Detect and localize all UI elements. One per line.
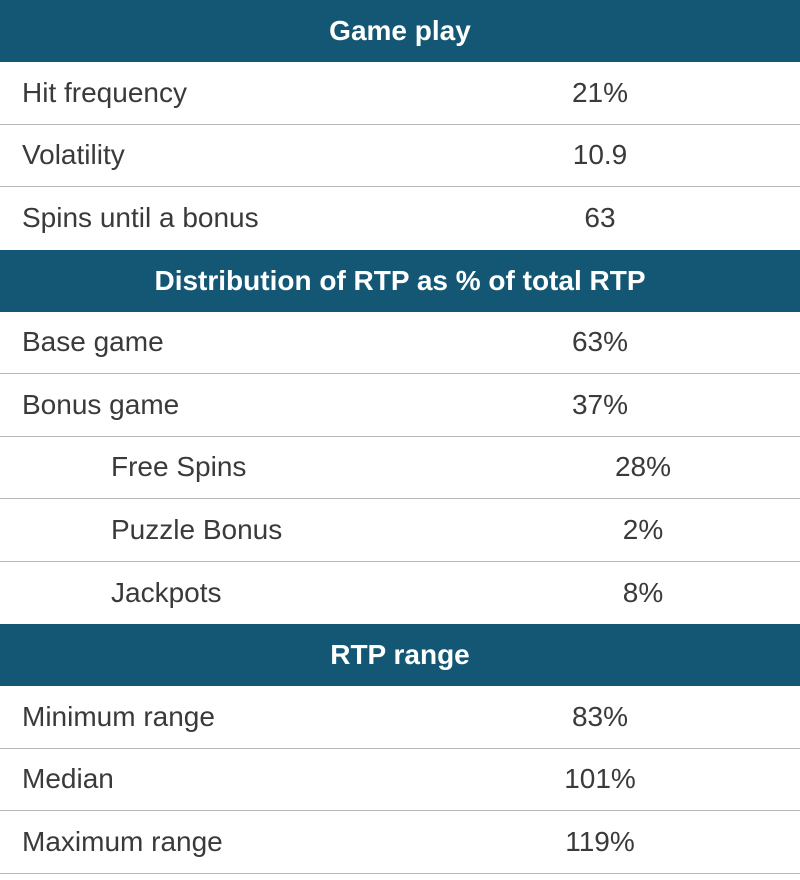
table-row: Maximum range 119% bbox=[0, 811, 800, 874]
table-row: Median 101% bbox=[0, 749, 800, 811]
row-label: Puzzle Bonus bbox=[111, 513, 283, 545]
row-value: 63 bbox=[584, 202, 616, 234]
row-label: Bonus game bbox=[22, 388, 180, 420]
row-value: 83% bbox=[571, 700, 629, 732]
row-value: 10.9 bbox=[572, 139, 628, 171]
row-value: 28% bbox=[614, 451, 672, 483]
table-row: Base game 63% bbox=[0, 312, 800, 374]
row-value: 21% bbox=[571, 76, 629, 108]
row-label: Volatility bbox=[22, 139, 125, 171]
row-label: Spins until a bonus bbox=[22, 202, 259, 234]
row-label: Hit frequency bbox=[22, 76, 187, 108]
table-row: Bonus game 37% bbox=[0, 374, 800, 437]
table-row-sub: Free Spins 28% bbox=[0, 437, 800, 499]
table-row: Volatility 10.9 bbox=[0, 125, 800, 187]
row-value: 119% bbox=[565, 825, 635, 857]
row-label: Free Spins bbox=[111, 451, 247, 483]
row-value: 37% bbox=[571, 388, 629, 420]
row-label: Minimum range bbox=[22, 700, 215, 732]
row-label: Base game bbox=[22, 326, 164, 358]
table-row: Spins until a bonus 63 bbox=[0, 187, 800, 250]
row-value: 101% bbox=[564, 763, 636, 795]
row-label: Jackpots bbox=[111, 576, 222, 608]
section-header-rtp-distribution: Distribution of RTP as % of total RTP bbox=[0, 249, 800, 312]
row-value: 63% bbox=[571, 326, 629, 358]
table-row-sub: Puzzle Bonus 2% bbox=[0, 499, 800, 562]
section-header-game-play: Game play bbox=[0, 0, 800, 62]
row-label: Maximum range bbox=[22, 825, 223, 857]
row-value: 8% bbox=[622, 576, 664, 608]
table-row: Hit frequency 21% bbox=[0, 62, 800, 125]
row-label: Median bbox=[22, 763, 114, 795]
section-header-rtp-range: RTP range bbox=[0, 624, 800, 686]
table-row: Minimum range 83% bbox=[0, 686, 800, 749]
row-value: 2% bbox=[622, 513, 664, 545]
table-row-sub: Jackpots 8% bbox=[0, 562, 800, 625]
